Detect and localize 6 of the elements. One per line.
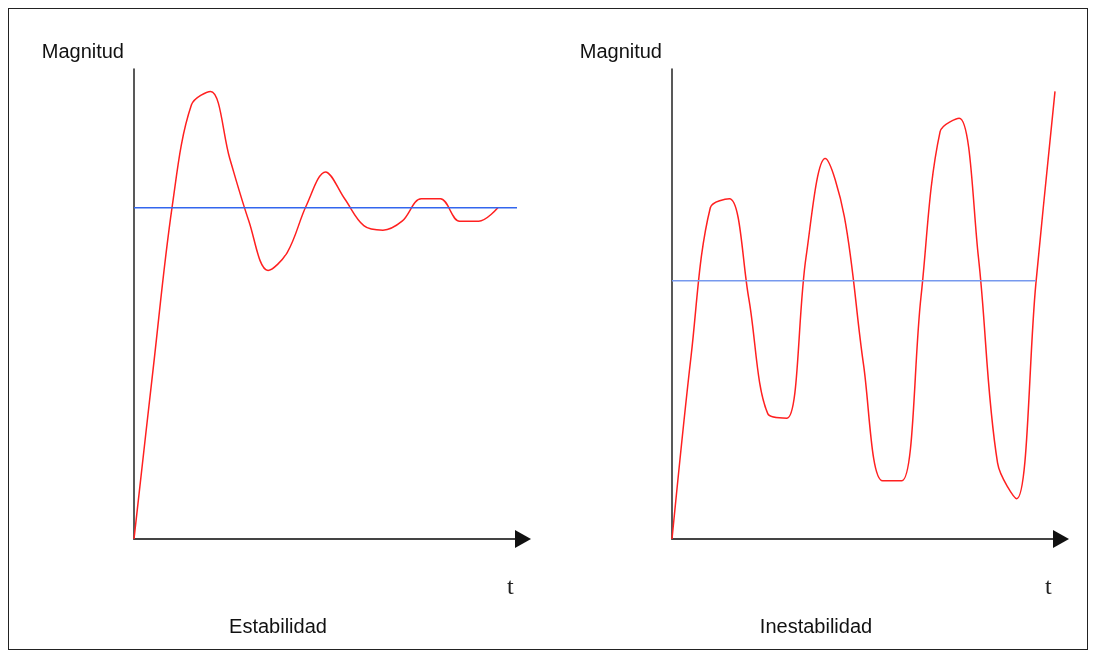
text: Estabilidad <box>229 615 327 637</box>
x-axis-title: t <box>507 573 514 599</box>
y-axis-title: Magnitud <box>579 40 662 62</box>
x-axis-title: t <box>1045 573 1052 599</box>
text: Inestabilidad <box>759 615 873 637</box>
y-axis-title: Magnitud <box>41 40 124 62</box>
